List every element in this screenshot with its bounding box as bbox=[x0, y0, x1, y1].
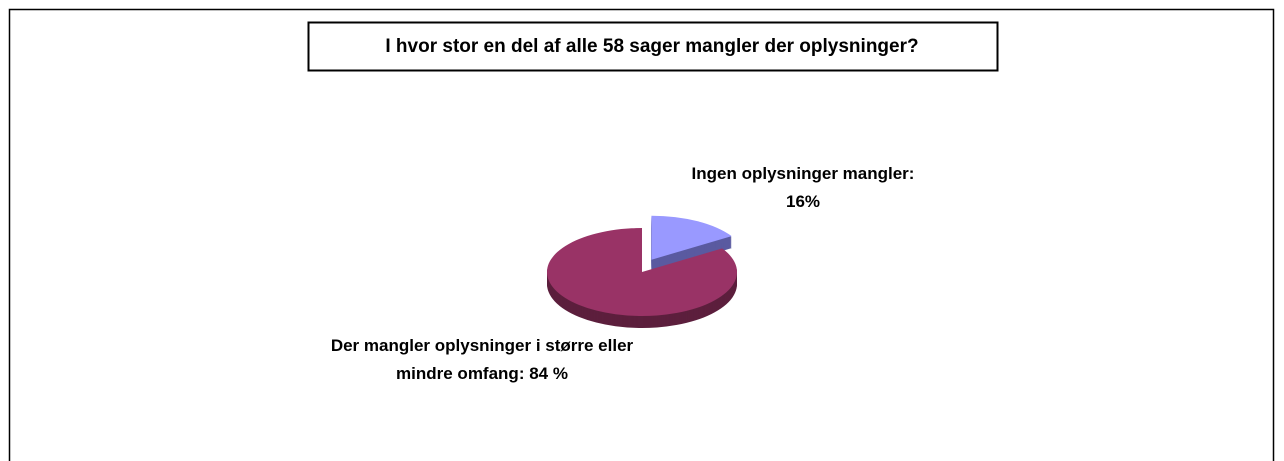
chart-frame bbox=[8, 8, 1275, 461]
pie-slice bbox=[651, 215, 732, 260]
title-box bbox=[307, 21, 999, 72]
chart-title: I hvor stor en del af alle 58 sager mang… bbox=[385, 36, 918, 57]
pie-slice bbox=[547, 228, 738, 317]
slice-label: Ingen oplysninger mangler: 16% bbox=[691, 164, 915, 211]
slice-label: Der mangler oplysninger i større eller m… bbox=[330, 336, 634, 383]
